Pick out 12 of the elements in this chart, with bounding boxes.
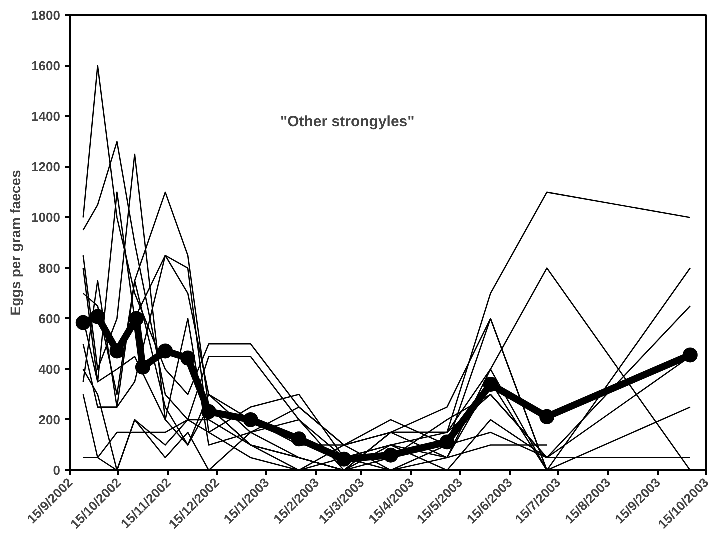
y-tick-label: 1800 (32, 8, 60, 23)
y-tick-label: 1400 (32, 109, 60, 124)
y-tick-label: 800 (38, 260, 61, 276)
y-tick-label: 600 (38, 311, 61, 326)
y-tick-label: 0 (53, 463, 61, 478)
annotation: "Other strongyles" (280, 114, 415, 130)
y-tick-label: 1200 (32, 160, 60, 175)
y-tick-label: 1000 (32, 210, 60, 226)
y-axis-title: Eggs per gram faeces (8, 170, 24, 316)
y-tick-label: 1600 (32, 58, 60, 74)
y-tick-label: 400 (38, 362, 61, 377)
y-tick-label: 200 (38, 412, 61, 428)
